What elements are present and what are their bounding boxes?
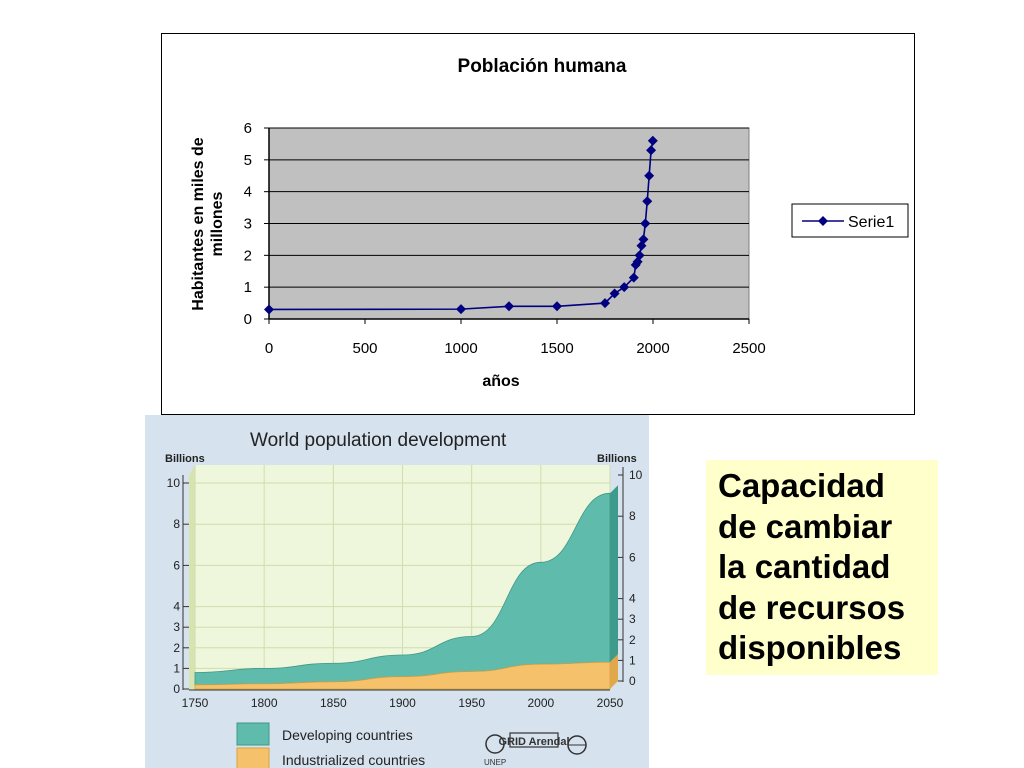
y-tick-label-right: 6 [629, 550, 636, 564]
y-tick-label-right: 8 [629, 509, 636, 523]
data-point [600, 298, 610, 309]
y-tick-label-left: 0 [173, 682, 180, 696]
x-tick-label: 500 [352, 340, 377, 357]
data-point [504, 301, 514, 312]
legend-label: Serie1 [848, 214, 894, 231]
caption-line-2: de cambiar [718, 507, 893, 545]
legend-label-industrialized: Industrialized countries [282, 752, 425, 768]
x-tick-label: 2000 [636, 340, 669, 357]
caption-line-3: la cantidad [718, 548, 891, 585]
y-tick-label-right: 4 [629, 592, 636, 606]
x-tick-label: 1850 [320, 696, 347, 710]
y-tick-label-left: 10 [167, 476, 181, 490]
legend-swatch-developing [236, 722, 270, 746]
industrialized-area [194, 661, 611, 690]
y-tick-label: 5 [244, 152, 252, 169]
data-point [644, 170, 655, 181]
y-tick-label: 4 [244, 184, 252, 201]
chart-title: World population development [250, 430, 507, 451]
y-tick-label-right: 3 [629, 612, 636, 626]
data-point [647, 135, 658, 146]
x-tick-label: 1800 [251, 696, 278, 710]
y-tick-label: 2 [244, 247, 252, 264]
data-point [264, 304, 274, 315]
y-tick-label-left: 3 [173, 620, 180, 634]
x-tick-label: 2050 [597, 696, 624, 710]
y-tick-label-right: 0 [629, 674, 636, 688]
y-tick-label-left: 6 [173, 558, 180, 572]
y-axis-label-line-1: Habitantes en miles de [190, 137, 207, 310]
data-point [638, 234, 649, 245]
x-tick-label: 0 [265, 340, 273, 357]
legend-swatch-industrialized [236, 747, 270, 768]
unep-logo-text: UNEP [484, 758, 506, 767]
grid-arendal-logo-text: GRID Arendal [498, 736, 569, 748]
data-point [634, 250, 645, 261]
y-tick-label-right: 1 [629, 653, 636, 667]
data-point [628, 272, 639, 283]
world-population-area-chart-svg: World population development Billions Bill… [165, 430, 643, 768]
y-tick-label: 1 [244, 279, 252, 296]
caption-line-1: Capacidad [718, 467, 885, 504]
x-tick-label: 2000 [527, 696, 554, 710]
y-tick-label-right: 10 [629, 468, 643, 482]
left-wall [189, 465, 195, 690]
y-axis-label-left: Billions [165, 453, 205, 465]
world-population-area-chart: World population development Billions Bill… [145, 415, 649, 768]
y-tick-label: 0 [244, 311, 252, 328]
caption-line-4: de recursos [718, 588, 906, 626]
population-line-chart-svg: 0 1 2 3 4 5 6 0 500 1000 1500 2000 2500 Población hum… [190, 56, 909, 390]
x-tick-label: 1900 [389, 696, 416, 710]
y-axis-label-right: Billions [597, 453, 637, 465]
x-tick-label: 2500 [732, 340, 765, 357]
y-axis-label: Habitantes en miles de millones [190, 137, 226, 310]
data-point [456, 304, 466, 315]
unep-logo-circle [485, 734, 505, 754]
caption-line-5: disponibles [718, 629, 902, 666]
data-point [640, 218, 651, 229]
developing-edge [610, 485, 618, 663]
y-tick-label-left: 2 [173, 641, 180, 655]
data-point [619, 282, 630, 293]
data-point [642, 196, 653, 207]
x-tick-label: 1750 [182, 696, 209, 710]
grid-logo-frame [509, 732, 559, 748]
x-axis-label: años [482, 373, 519, 390]
y-tick-label: 6 [244, 120, 252, 137]
y-tick-label-right: 2 [629, 633, 636, 647]
un-logo-icon [567, 735, 587, 755]
data-point [646, 145, 657, 156]
population-line-chart: 0 1 2 3 4 5 6 0 500 1000 1500 2000 2500 Población hum… [161, 33, 915, 415]
y-axis-label-line-2: millones [209, 191, 226, 256]
x-tick-label: 1950 [458, 696, 485, 710]
legend-marker [818, 216, 828, 226]
y-tick-label-left: 8 [173, 517, 180, 531]
data-point [552, 301, 562, 312]
y-tick-label-left: 1 [173, 661, 180, 675]
y-tick-label: 3 [244, 216, 252, 233]
caption-box: Capacidad de cambiar la cantidad de recu… [706, 460, 938, 675]
grid-arendal-logo: GRID Arendal [498, 732, 570, 748]
unep-logo: UNEP [484, 734, 506, 767]
chart-title: Población humana [458, 56, 627, 77]
x-tick-label: 1500 [540, 340, 573, 357]
legend-label-developing: Developing countries [282, 727, 413, 743]
industrialized-edge [610, 654, 618, 689]
x-tick-label: 1000 [444, 340, 477, 357]
data-point [609, 288, 620, 299]
y-tick-label-left: 4 [173, 600, 180, 614]
